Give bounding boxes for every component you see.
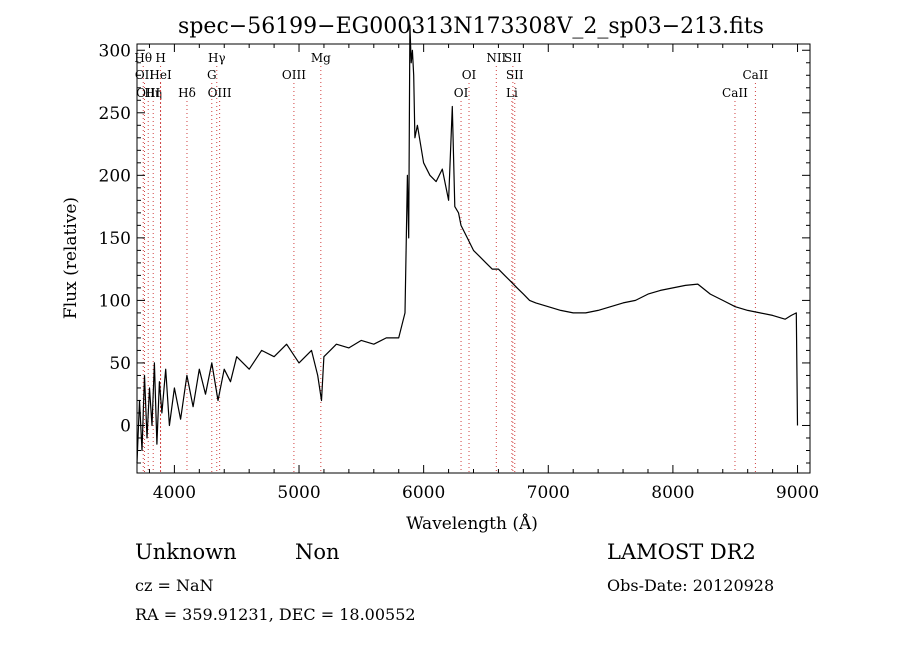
spectral-line-label: Hθ bbox=[134, 51, 152, 65]
ra-dec: RA = 359.91231, DEC = 18.00552 bbox=[135, 605, 416, 624]
spectral-line-label: Hγ bbox=[208, 51, 226, 65]
plot-frame bbox=[136, 43, 811, 474]
spectral-line-label: CaII bbox=[742, 68, 768, 82]
observation-date: Obs-Date: 20120928 bbox=[607, 576, 775, 595]
spectral-line-label: OIII bbox=[282, 68, 306, 82]
spectral-line-label: H bbox=[155, 51, 165, 65]
x-tick-label: 8000 bbox=[651, 483, 694, 503]
x-tick-label: 4000 bbox=[153, 483, 196, 503]
spectral-line-label: SII bbox=[506, 68, 524, 82]
spectral-line-label: G bbox=[207, 68, 217, 82]
x-tick-label: 9000 bbox=[776, 483, 819, 503]
spectral-line-label: OIII bbox=[136, 86, 160, 100]
x-axis-label: Wavelength (Å) bbox=[406, 513, 538, 534]
spectrum-line bbox=[136, 24, 799, 464]
spectral-line-label: OI bbox=[454, 86, 469, 100]
spectrum-series bbox=[136, 24, 799, 464]
y-tick-labels: 0 50 100 150 200 250 300 bbox=[99, 41, 131, 436]
spectral-line-label: OIII bbox=[208, 86, 232, 100]
y-axis-label: Flux (relative) bbox=[61, 197, 81, 319]
spectral-line-label: Hη bbox=[144, 86, 162, 100]
spectral-line-label: OI bbox=[462, 68, 477, 82]
y-tick-label: 200 bbox=[99, 166, 131, 186]
spectral-line-label: SII bbox=[504, 51, 522, 65]
redshift-cz: cz = NaN bbox=[135, 576, 214, 595]
y-tick-label: 0 bbox=[120, 416, 131, 436]
y-tick-label: 250 bbox=[99, 104, 131, 124]
axis-ticks bbox=[137, 44, 810, 473]
object-class: Unknown bbox=[135, 540, 237, 564]
y-tick-label: 100 bbox=[99, 291, 131, 311]
spectral-line-label: NII bbox=[486, 51, 506, 65]
spectral-line-label: Li bbox=[506, 86, 518, 100]
y-tick-label: 300 bbox=[99, 41, 131, 61]
spectral-line-markers: HθOIIOIIIHηHHeIHδHγGOIIIOIIIMgOIOINIISII… bbox=[134, 51, 769, 473]
spectral-line-label: OII bbox=[135, 68, 155, 82]
x-tick-labels: 4000 5000 6000 7000 8000 9000 bbox=[153, 483, 819, 503]
x-tick-label: 5000 bbox=[277, 483, 320, 503]
chart-title: spec−56199−EG000313N173308V_2_sp03−213.f… bbox=[178, 14, 764, 39]
x-tick-label: 7000 bbox=[527, 483, 570, 503]
spectral-line-label: Mg bbox=[311, 51, 331, 65]
spectral-line-label: CaII bbox=[722, 86, 748, 100]
object-subclass: Non bbox=[295, 540, 340, 564]
spectral-line-label: HeI bbox=[149, 68, 172, 82]
spectral-line-label: Hδ bbox=[178, 86, 196, 100]
y-tick-label: 150 bbox=[99, 229, 131, 249]
x-tick-label: 6000 bbox=[402, 483, 445, 503]
y-tick-label: 50 bbox=[109, 354, 131, 374]
survey-name: LAMOST DR2 bbox=[607, 540, 756, 564]
